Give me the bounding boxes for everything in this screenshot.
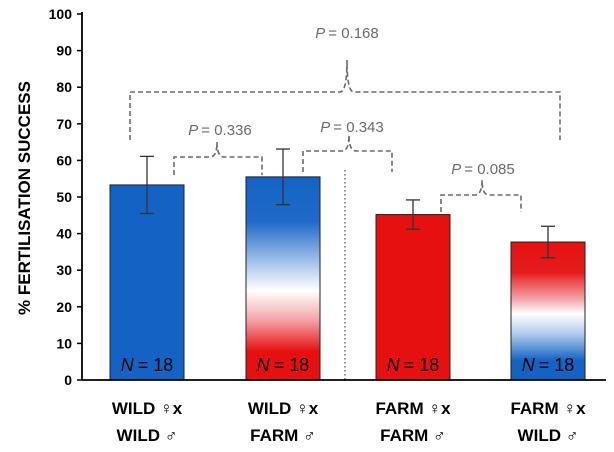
- comparison-label-1: P = 0.336: [188, 122, 251, 139]
- comparison-label-2: P = 0.343: [320, 119, 383, 136]
- y-axis-label: % FERTILISATION SUCCESS: [15, 81, 34, 315]
- bar-3: [375, 214, 451, 381]
- y-tick-label: 30: [56, 262, 72, 278]
- n-label-2: N = 18: [257, 355, 310, 375]
- bracket-top: [129, 59, 561, 140]
- bar-1: [109, 184, 185, 381]
- category-label-4-line1: FARM ♀x: [510, 399, 586, 418]
- n-label-3: N = 18: [387, 355, 440, 375]
- comparison-brackets: P = 0.168 P = 0.336 P = 0.343 P = 0.085: [129, 25, 561, 212]
- bar-2: [245, 176, 321, 381]
- category-label-2-line2: FARM ♂: [250, 426, 316, 445]
- y-tick-label: 10: [56, 335, 72, 351]
- bracket-wild-farm-vs-farm-farm: [302, 134, 393, 172]
- category-label-1-line1: WILD ♀x: [112, 399, 183, 418]
- y-tick-label: 90: [56, 43, 72, 59]
- category-labels: WILD ♀x WILD ♂ WILD ♀x FARM ♂ FARM ♀x FARM ♂ F…: [112, 399, 586, 445]
- category-label-4-line2: WILD ♂: [518, 426, 579, 445]
- category-label-2-line1: WILD ♀x: [248, 399, 319, 418]
- y-tick-label: 40: [56, 226, 72, 242]
- bars: [109, 176, 586, 381]
- y-tick-label: 20: [56, 299, 72, 315]
- y-axis-ticks: 0 10 20 30 40 50 60 70 80 90 100: [49, 6, 82, 388]
- y-tick-label: 50: [56, 189, 72, 205]
- y-tick-label: 0: [64, 372, 72, 388]
- y-tick-label: 70: [56, 116, 72, 132]
- comparison-label-0: P = 0.168: [315, 25, 378, 42]
- error-bars: [140, 148, 555, 259]
- y-tick-label: 100: [49, 6, 73, 22]
- sample-size-labels: N = 18 N = 18 N = 18 N = 18: [121, 355, 575, 375]
- category-label-3-line2: FARM ♂: [380, 426, 446, 445]
- bar-4: [510, 241, 586, 381]
- bracket-farm-farm-vs-farm-wild: [440, 179, 522, 212]
- category-label-3-line1: FARM ♀x: [375, 399, 451, 418]
- y-tick-label: 60: [56, 152, 72, 168]
- bracket-wild-wild-vs-wild-farm: [173, 141, 263, 175]
- y-tick-label: 80: [56, 79, 72, 95]
- n-label-1: N = 18: [121, 355, 174, 375]
- comparison-label-3: P = 0.085: [451, 161, 514, 178]
- category-label-1-line2: WILD ♂: [117, 426, 178, 445]
- n-label-4: N = 18: [522, 355, 575, 375]
